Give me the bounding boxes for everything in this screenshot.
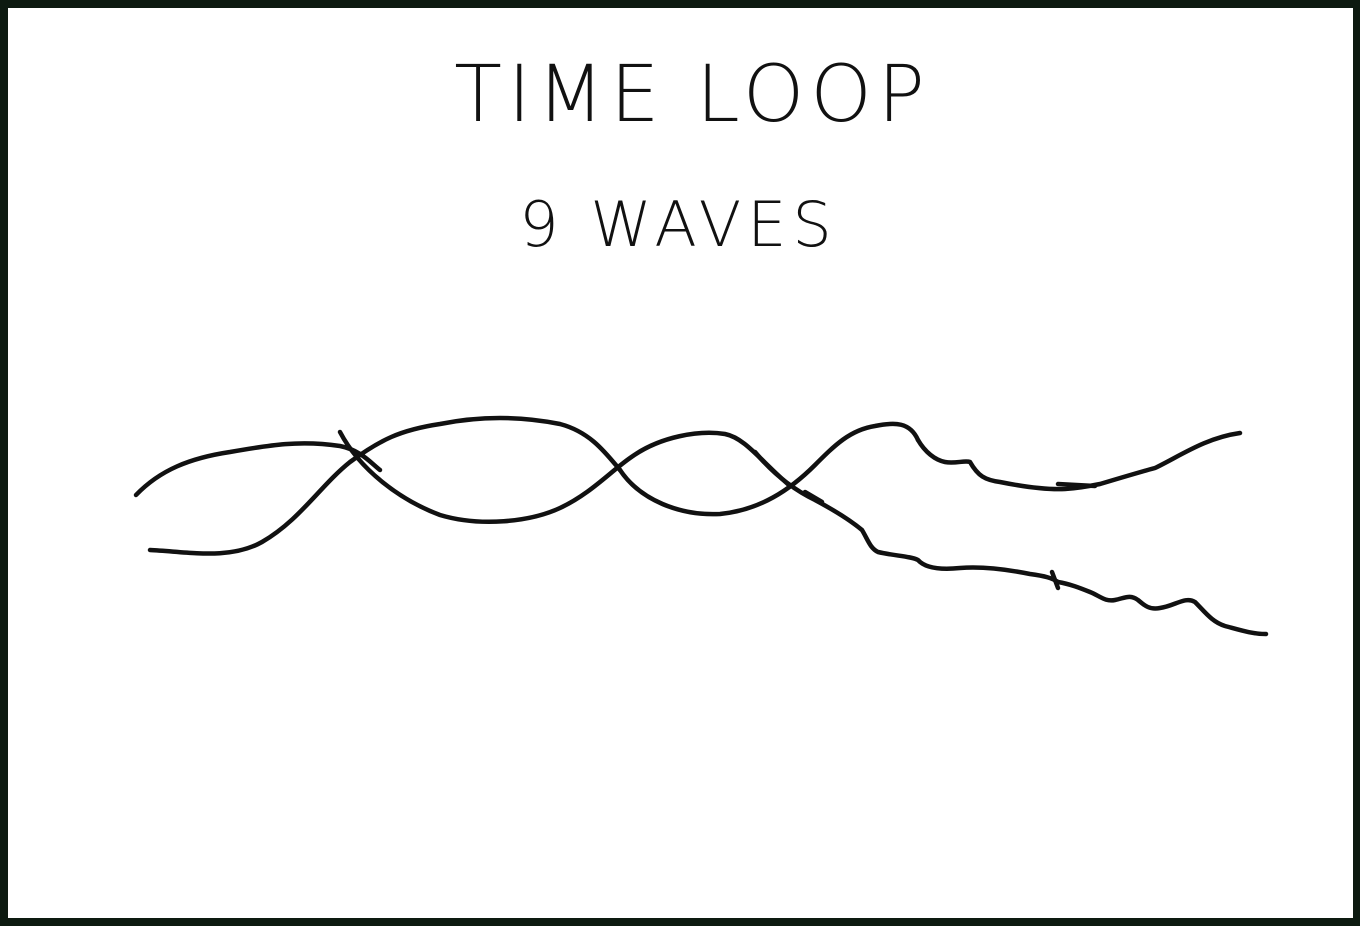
sketch-subtitle: 9 WAVES bbox=[519, 188, 838, 261]
sketch-canvas: TIME LOOP 9 WAVES bbox=[8, 8, 1353, 918]
wave-tail-lower bbox=[1055, 579, 1269, 637]
wave-strand-d bbox=[617, 421, 921, 517]
wave-strand-b bbox=[147, 415, 623, 556]
sketch-title: TIME LOOP bbox=[454, 50, 931, 140]
wave-strand-c bbox=[337, 429, 793, 524]
wave-tail-upper bbox=[915, 430, 1243, 492]
wave-tail-lower-tick bbox=[1049, 569, 1061, 591]
wave-strand-e-tick bbox=[802, 489, 825, 505]
wave-strand-e bbox=[752, 449, 1061, 585]
wave-tail-upper-tick bbox=[1055, 481, 1098, 489]
